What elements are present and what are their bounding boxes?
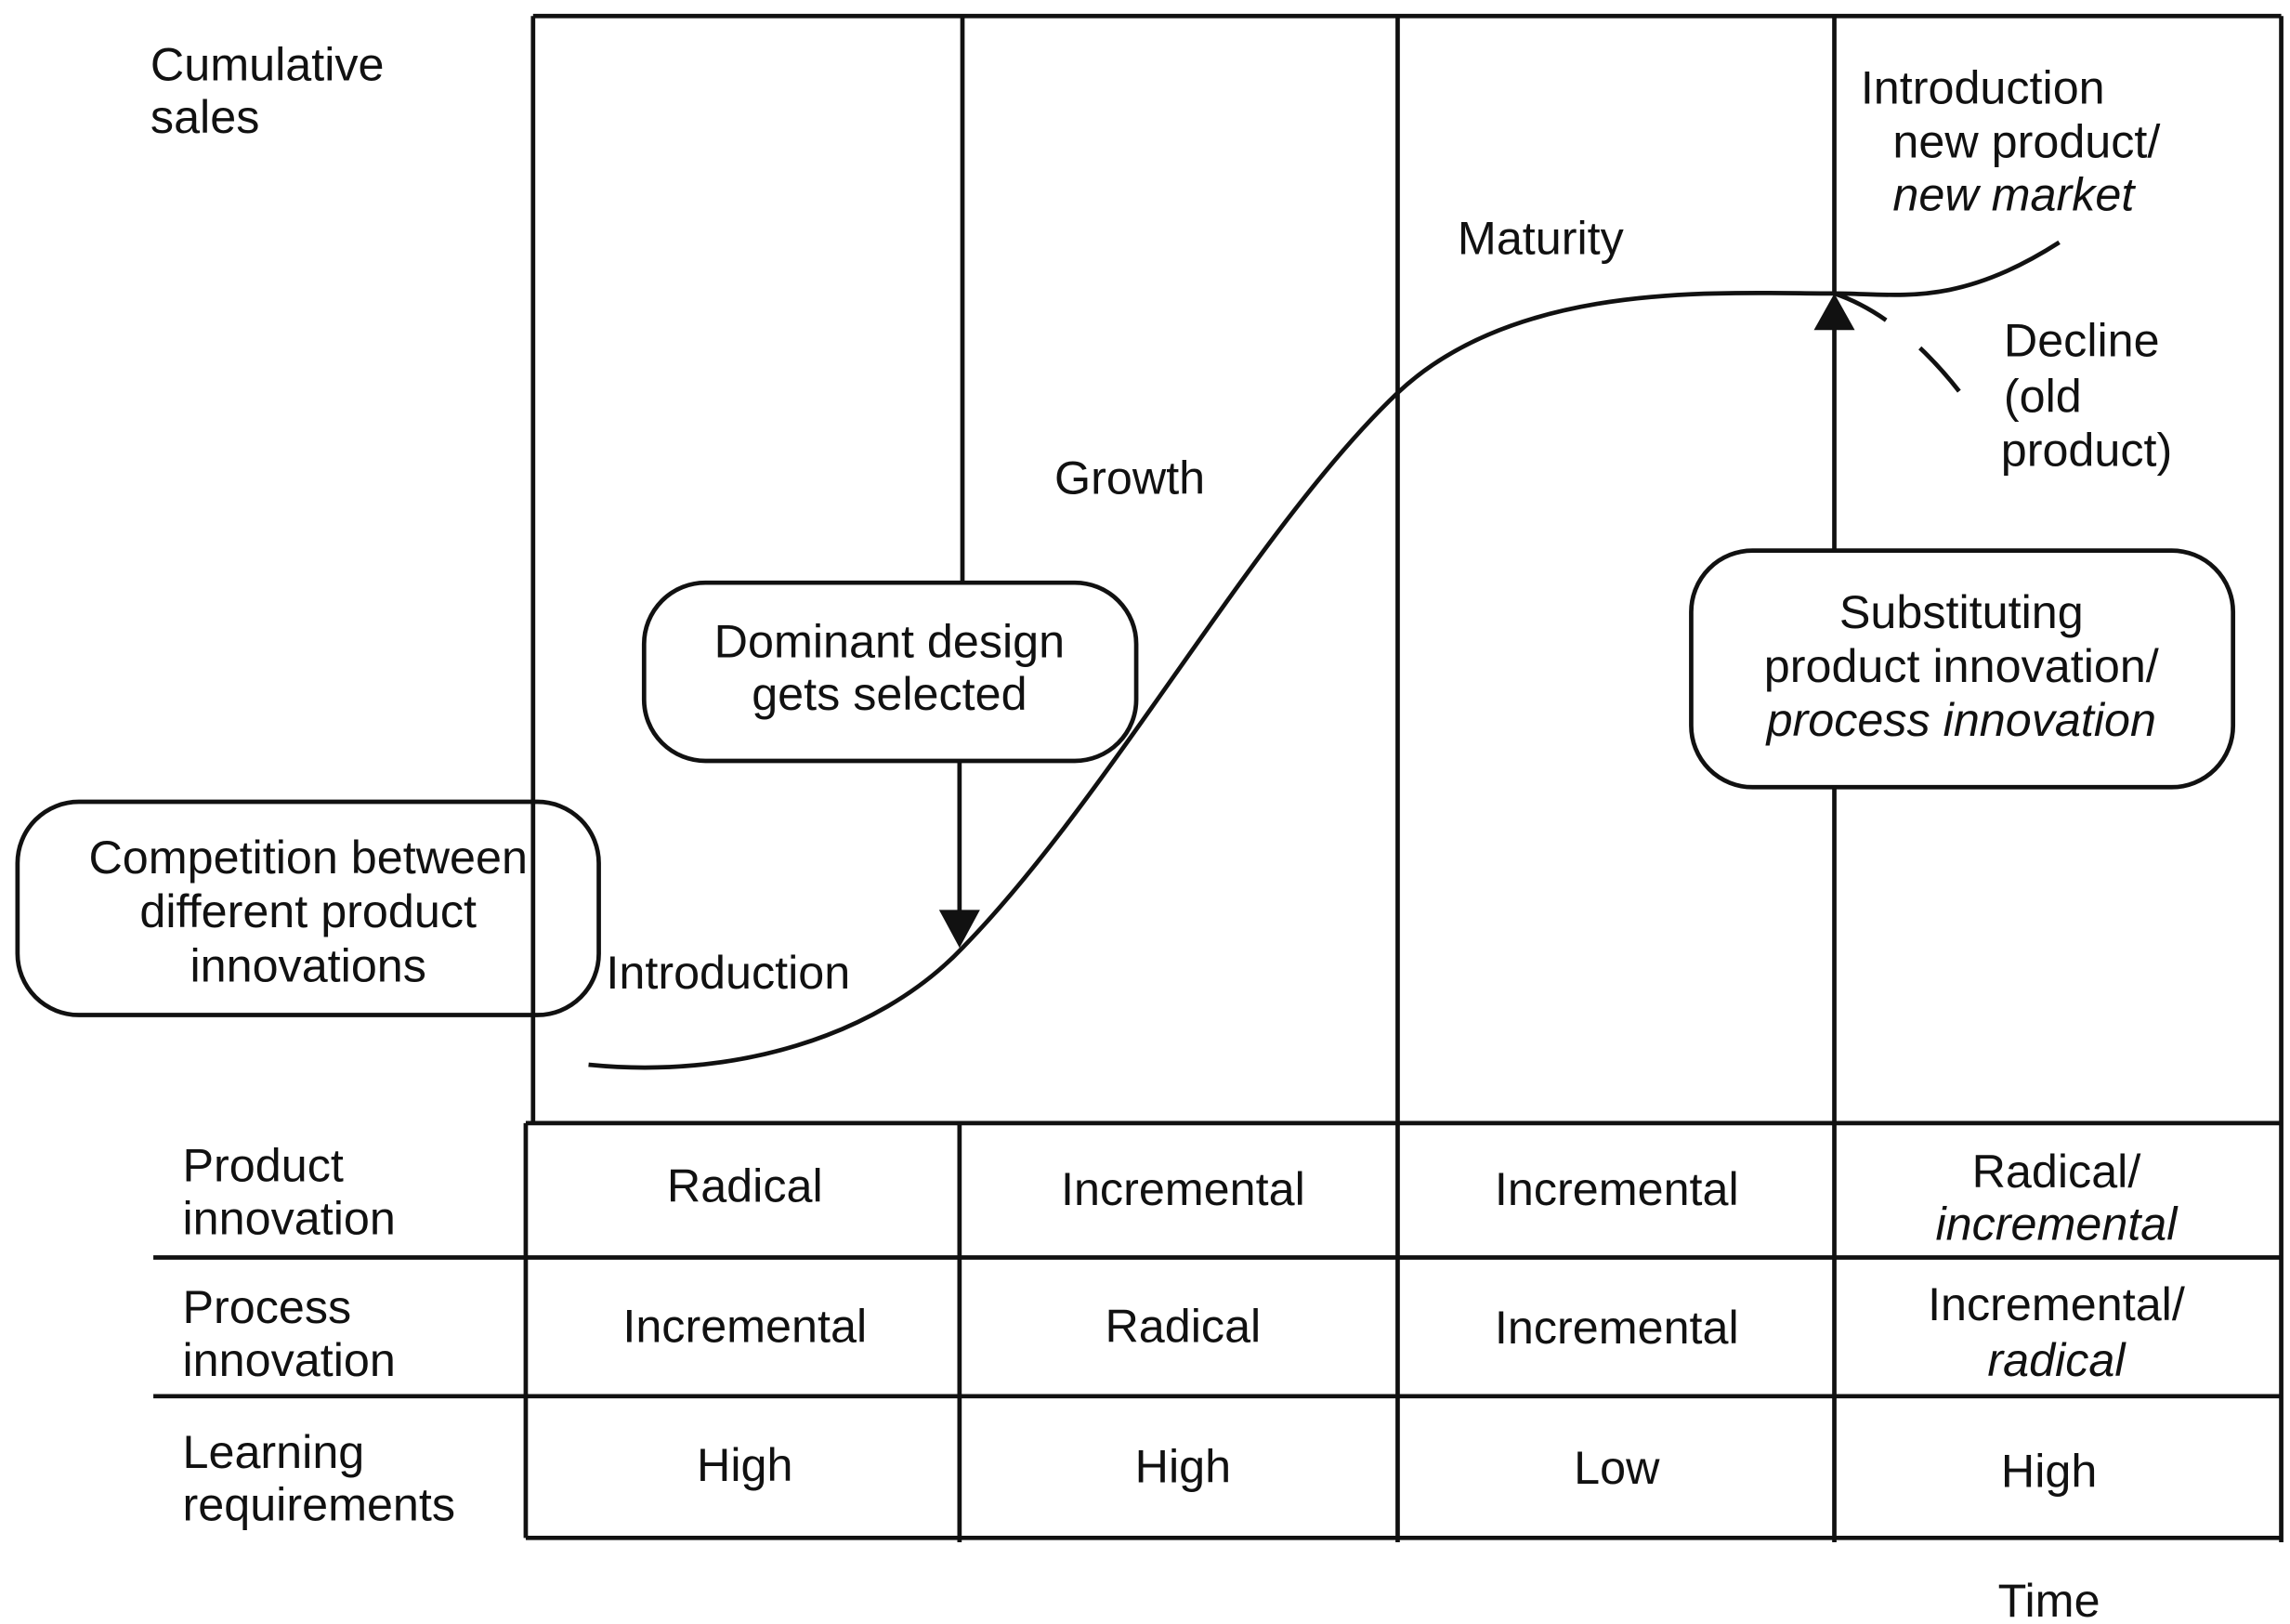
phase-label: (old [2004, 369, 2082, 422]
phase-label: Decline [2004, 314, 2160, 367]
phase-label: Growth [1054, 451, 1205, 504]
decline-curve [1833, 291, 1985, 426]
axis-label: Time [1998, 1574, 2100, 1624]
row-label: requirements [183, 1477, 456, 1530]
new-product-label: Introduction [1861, 61, 2105, 114]
table-cell: Radical/ [1972, 1145, 2141, 1198]
table-cell: Incremental [1495, 1301, 1739, 1354]
box-text: Competition between [88, 831, 528, 884]
box-text: gets selected [752, 667, 1027, 720]
sales-curve [588, 240, 2061, 1070]
table-cell: Low [1574, 1441, 1660, 1494]
row-label: Process [183, 1280, 352, 1333]
box-text: product innovation/ [1764, 639, 2159, 692]
row-label: innovation [183, 1191, 396, 1244]
row-label: innovation [183, 1333, 396, 1386]
box-text: Substituting [1839, 585, 2084, 638]
row-label: Product [183, 1139, 344, 1192]
row-label: Learning [183, 1425, 365, 1478]
box-text: process innovation [1765, 693, 2156, 746]
axis-label: sales [150, 90, 259, 143]
table-cell: Radical [1105, 1300, 1261, 1353]
box-text: different product [139, 884, 477, 937]
frame [153, 13, 2283, 1543]
table-cell: Incremental [1061, 1162, 1305, 1215]
table-cell: Incremental [1495, 1162, 1739, 1215]
table-cell: radical [1987, 1333, 2126, 1386]
table-cell: High [697, 1438, 792, 1491]
phase-label: product) [2001, 423, 2173, 476]
box [641, 580, 1139, 764]
table-cell: High [1135, 1440, 1231, 1493]
box-text: innovations [190, 938, 425, 991]
table-cell: incremental [1935, 1198, 2179, 1251]
table-cell: Incremental/ [1928, 1277, 2185, 1330]
phase-label: Introduction [606, 946, 850, 999]
box [15, 799, 601, 1017]
new-product-label: new market [1892, 167, 2136, 220]
table-cell: Incremental [622, 1300, 867, 1353]
arrowhead [1813, 293, 1855, 331]
box-text: Dominant design [714, 614, 1065, 667]
box [1689, 548, 2236, 790]
new-product-label: new product/ [1892, 115, 2160, 168]
phase-label: Maturity [1458, 211, 1625, 264]
axis-label: Cumulative [150, 37, 385, 90]
table-cell: Radical [667, 1159, 823, 1212]
table-cell: High [2001, 1444, 2097, 1497]
arrowhead [938, 910, 980, 949]
